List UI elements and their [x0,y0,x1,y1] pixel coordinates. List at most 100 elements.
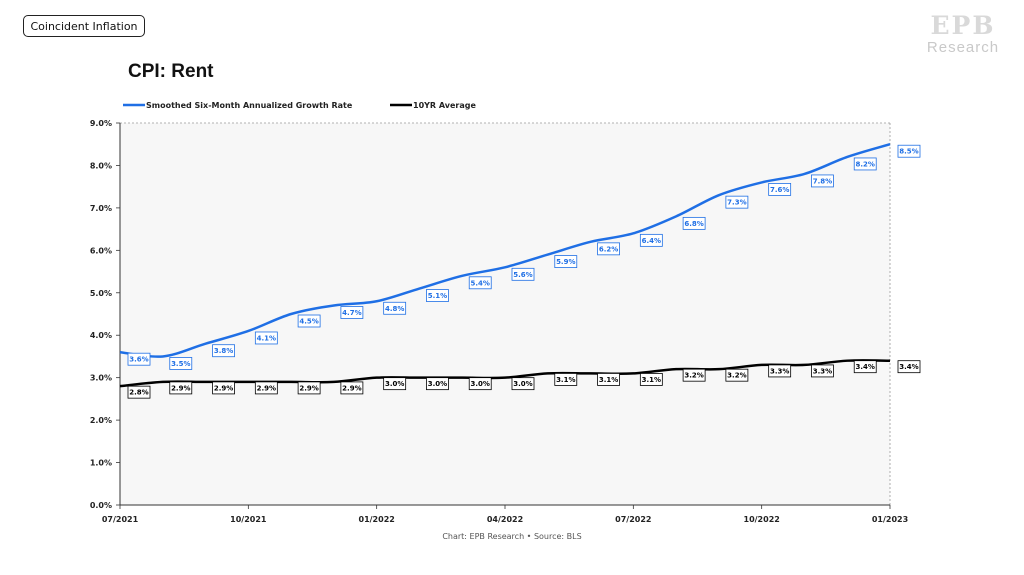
data-label-box [639,373,663,386]
growth-data-label: 5.6% [511,267,535,281]
growth-data-label: 4.7% [340,306,364,319]
average-data-label: 2.9% [212,381,235,395]
data-label-box [254,331,278,345]
data-label-text: 7.6% [770,186,789,194]
brand-subtitle: Research [926,39,1000,56]
data-label-text: 7.8% [813,177,832,185]
data-label-text: 3.2% [727,372,746,380]
growth-data-label: 7.8% [811,174,834,188]
ten-year-average-line [119,359,891,388]
growth-rate-line [119,143,891,358]
data-label-box [254,381,278,395]
growth-data-label: 4.1% [254,331,278,345]
average-data-label: 3.2% [682,368,706,382]
growth-data-label: 7.6% [768,183,792,196]
growth-data-label: 4.5% [297,314,321,328]
y-tick-label: 9.0% [90,119,112,128]
data-label-text: 3.5% [171,360,190,368]
data-label-text: 4.7% [342,309,361,317]
growth-data-label: 7.3% [725,195,749,209]
data-label-text: 3.3% [770,367,789,375]
x-tick-label: 07/2022 [615,515,651,524]
y-tick-label: 1.0% [90,459,112,468]
data-label-text: 3.1% [556,376,575,384]
average-data-label: 3.3% [811,364,834,378]
data-label-box [468,276,492,290]
data-label-box [554,255,578,268]
data-label-text: 2.9% [257,384,276,392]
data-label-text: 2.9% [299,384,318,392]
growth-data-label: 6.2% [597,242,620,256]
growth-data-label: 8.2% [853,157,877,171]
data-label-text: 5.6% [513,271,532,279]
data-label-box [725,368,749,382]
x-tick-label: 10/2022 [744,515,780,524]
data-label-box [212,344,235,358]
data-label-text: 5.4% [471,279,490,287]
data-label-text: 5.9% [556,258,575,266]
y-tick-label: 5.0% [90,289,112,298]
data-label-text: 4.1% [257,334,276,342]
y-tick-label: 7.0% [90,204,112,213]
data-label-text: 3.6% [129,356,148,364]
data-label-box [297,381,321,395]
data-label-box [127,352,151,366]
data-label-box [853,360,877,374]
data-label-text: 2.8% [129,389,148,397]
growth-data-label: 8.5% [897,144,921,158]
data-label-box [811,364,834,378]
average-data-label: 2.9% [254,381,278,395]
average-data-label: 3.4% [897,360,921,374]
average-data-label: 3.0% [426,377,449,391]
growth-data-label: 6.8% [682,216,706,230]
y-tick-label: 8.0% [90,161,112,170]
data-label-box [811,174,834,188]
data-label-box [511,267,535,281]
data-label-text: 2.9% [171,384,190,392]
data-label-box [897,144,921,158]
data-label-box [725,195,749,209]
growth-data-label: 3.8% [212,344,235,358]
data-label-box [682,368,706,382]
data-label-text: 3.3% [813,367,832,375]
data-label-box [897,360,921,374]
average-data-label: 3.4% [853,360,877,374]
legend-label: Smoothed Six-Month Annualized Growth Rat… [146,101,353,110]
y-tick-label: 4.0% [90,331,112,340]
x-tick-label: 04/2022 [487,515,523,524]
average-data-label: 3.0% [511,377,535,391]
data-label-box [682,216,706,230]
data-label-box [597,373,620,386]
data-label-box [426,377,449,391]
data-label-box [468,377,492,391]
average-data-label: 3.2% [725,368,749,382]
growth-data-label: 5.4% [468,276,492,290]
x-tick-label: 07/2021 [102,515,139,524]
plot-area [120,123,890,505]
growth-data-label: 3.6% [127,352,151,366]
average-data-label: 2.9% [340,381,364,395]
data-label-box [340,381,364,395]
data-label-box [297,314,321,328]
data-label-text: 2.9% [342,384,361,392]
data-label-box [511,377,535,391]
average-data-label: 2.9% [169,381,193,395]
average-data-label: 3.1% [597,373,620,386]
data-label-text: 6.4% [642,237,661,245]
average-data-label: 3.1% [639,373,663,386]
data-label-box [127,385,151,399]
category-tag[interactable]: Coincident Inflation [23,15,145,37]
chart-source: Chart: EPB Research • Source: BLS [442,532,582,541]
y-tick-label: 3.0% [90,374,112,383]
data-label-text: 4.5% [299,318,318,326]
data-label-text: 3.0% [513,380,532,388]
brand-logo: EPB Research [926,12,1000,56]
data-label-text: 4.8% [385,305,404,313]
data-label-text: 3.1% [642,376,661,384]
data-label-text: 5.1% [428,292,447,300]
y-tick-label: 6.0% [90,246,112,255]
data-label-text: 3.4% [899,363,918,371]
data-label-text: 3.1% [599,376,618,384]
growth-data-label: 4.8% [383,301,407,315]
data-label-text: 3.0% [471,380,490,388]
